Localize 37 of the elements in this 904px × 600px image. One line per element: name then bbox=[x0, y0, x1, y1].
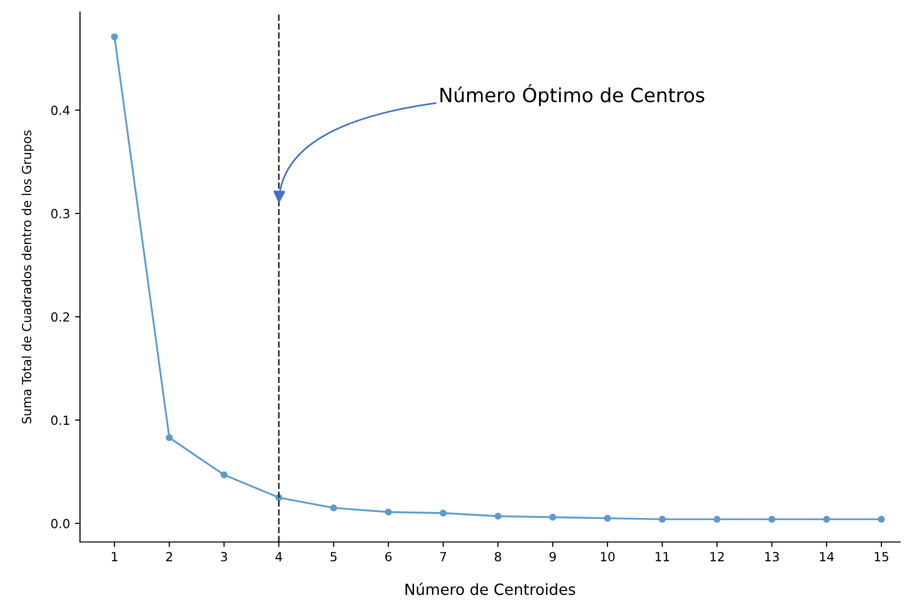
x-tick-label: 12 bbox=[710, 552, 724, 562]
x-tick-label: 15 bbox=[874, 552, 888, 562]
point bbox=[823, 516, 830, 523]
x-tick-label: 7 bbox=[440, 552, 446, 562]
point bbox=[220, 471, 228, 478]
point bbox=[714, 516, 721, 523]
point bbox=[494, 512, 502, 520]
point bbox=[111, 33, 118, 40]
x-tick-label: 10 bbox=[600, 552, 615, 562]
y-tick-label: 0.0 bbox=[51, 518, 70, 528]
x-tick-label: 13 bbox=[765, 552, 779, 562]
y-tick-label: 0.4 bbox=[51, 106, 70, 116]
y-tick-label: 0.2 bbox=[51, 312, 70, 322]
point bbox=[440, 510, 447, 517]
x-tick-label: 2 bbox=[166, 552, 172, 562]
y-tick-label: 0.3 bbox=[51, 208, 70, 218]
x-tick-label: 4 bbox=[275, 552, 282, 562]
x-tick-label: 1 bbox=[112, 552, 118, 562]
x-tick-label: 9 bbox=[550, 552, 556, 562]
y-tick-label: 0.1 bbox=[51, 416, 70, 426]
point bbox=[878, 516, 885, 523]
x-tick-label: 14 bbox=[820, 552, 834, 562]
x-tick-label: 3 bbox=[221, 552, 228, 562]
x-axis-title: Número de Centroides bbox=[406, 582, 576, 596]
point bbox=[768, 516, 776, 523]
point bbox=[658, 516, 666, 523]
point bbox=[330, 504, 338, 512]
point bbox=[604, 514, 611, 522]
point bbox=[549, 514, 556, 521]
x-tick-label: 5 bbox=[330, 552, 336, 562]
x-tick-label: 6 bbox=[385, 552, 392, 562]
annotation: Número Óptimo de Centros bbox=[440, 84, 704, 106]
y-axis-title: Suma Total de Cuadrados dentro de los Grupos bbox=[22, 130, 34, 424]
point bbox=[384, 508, 392, 516]
x-tick-label: 11 bbox=[656, 552, 670, 562]
x-tick-label: 8 bbox=[494, 552, 502, 562]
point bbox=[166, 434, 173, 442]
